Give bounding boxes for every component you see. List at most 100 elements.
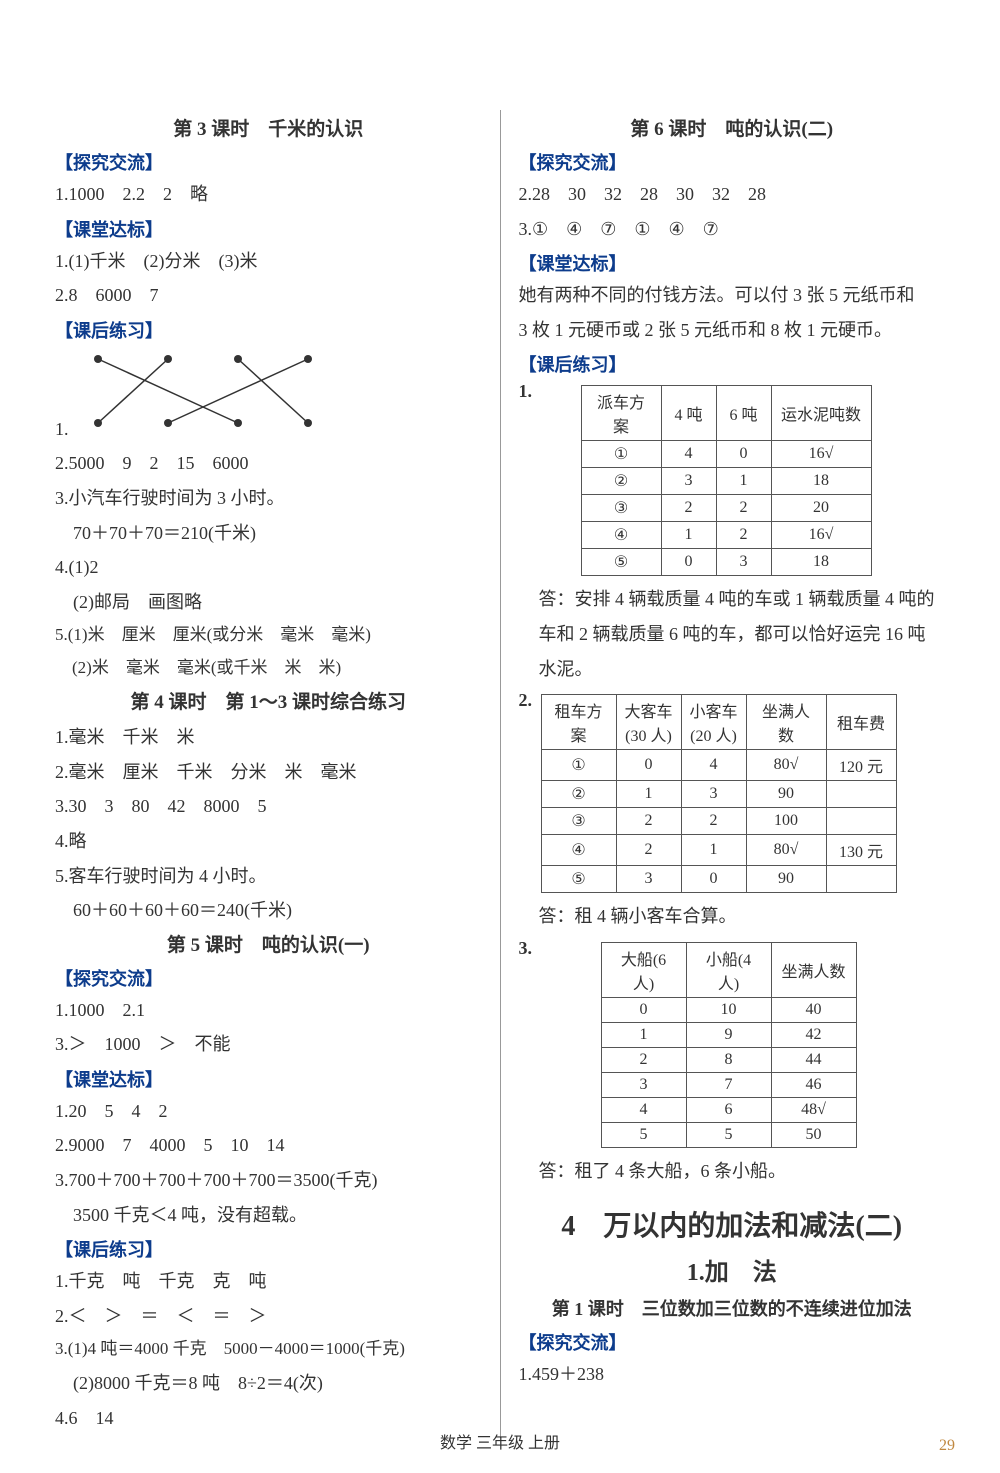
text-line: 1.(1)千米 (2)分米 (3)米 [55,246,482,277]
answer-line: 答：租了 4 条大船，6 条小船。 [519,1156,946,1187]
text-line: 2.5000 9 2 15 6000 [55,448,482,479]
dispatch-table: 派车方案4 吨6 吨运水泥吨数①4016√②3118③2220④1216√⑤03… [581,385,872,576]
table-cell: 44 [771,1047,856,1072]
table-header: 派车方案 [581,386,661,441]
table-cell: 4 [661,441,716,468]
table-header: 坐满人数 [771,942,856,997]
table-row: ⑤0318 [581,549,871,576]
text-line: (2)8000 千克＝8 吨 8÷2＝4(次) [55,1368,482,1399]
right-column: 第 6 课时 吨的认识(二) 【探究交流】 2.28 30 32 28 30 3… [501,110,956,1438]
text-line: 2.毫米 厘米 千米 分米 米 毫米 [55,757,482,788]
table-row: ③22100 [541,808,896,835]
table-cell [826,866,896,893]
lesson3-title: 第 3 课时 千米的认识 [55,114,482,141]
table-cell: 7 [686,1072,771,1097]
table-cell: 3 [716,549,771,576]
text-line: 1.1000 2.2 2 略 [55,179,482,210]
answer-line: 车和 2 辆载质量 6 吨的车，都可以恰好运完 16 吨 [519,619,946,650]
table-row: ②1390 [541,781,896,808]
table-cell: ⑤ [581,549,661,576]
table-cell: 4 [681,750,746,781]
section-head: 【探究交流】 [519,149,946,175]
table-row: ⑤3090 [541,866,896,893]
table-header: 坐满人数 [746,695,826,750]
text-line: 3.① ④ ⑦ ① ④ ⑦ [519,214,946,245]
section-head: 【探究交流】 [519,1329,946,1355]
section-head: 【课堂达标】 [55,216,482,242]
table-cell: 18 [771,468,871,495]
text-line: 4.略 [55,826,482,857]
text-line: (2)邮局 画图略 [55,587,482,618]
table-cell: 1 [601,1022,686,1047]
table-cell: 0 [661,549,716,576]
item-number: 3. [519,938,541,1152]
table-cell: 6 [686,1097,771,1122]
text-line: 3 枚 1 元硬币或 2 张 5 元纸币和 8 枚 1 元硬币。 [519,315,946,346]
matching-diagram [73,351,333,431]
table-cell: ② [541,781,616,808]
section-head: 【课堂达标】 [55,1066,482,1092]
table-cell: 1 [616,781,681,808]
ch4-lesson1: 第 1 课时 三位数加三位数的不连续进位加法 [519,1295,946,1321]
table-header: 租车费 [826,695,896,750]
table-row: ②3118 [581,468,871,495]
page-number: 29 [939,1437,955,1455]
section-head: 【探究交流】 [55,965,482,991]
text-line: 1.1000 2.1 [55,995,482,1026]
text-line: 3.30 3 80 42 8000 5 [55,791,482,822]
table-cell: 3 [616,866,681,893]
text-line: 2.28 30 32 28 30 32 28 [519,179,946,210]
table-cell: 46 [771,1072,856,1097]
table-cell: 9 [686,1022,771,1047]
table-cell: ⑤ [541,866,616,893]
table-row: 01040 [601,997,856,1022]
table-row: ③2220 [581,495,871,522]
section-head: 【探究交流】 [55,149,482,175]
table-cell: 1 [661,522,716,549]
table-cell: 50 [771,1122,856,1147]
text-line: 3.700＋700＋700＋700＋700＝3500(千克) [55,1165,482,1196]
table-row: 2844 [601,1047,856,1072]
table-cell: 40 [771,997,856,1022]
text-line: 2.9000 7 4000 5 10 14 [55,1130,482,1161]
lesson5-title: 第 5 课时 吨的认识(一) [55,930,482,957]
text-line: 1.20 5 4 2 [55,1096,482,1127]
text-line: 1.459＋238 [519,1359,946,1390]
table-cell [826,808,896,835]
table-cell: 2 [601,1047,686,1072]
table-cell: 100 [746,808,826,835]
table-header: 小船(4 人) [686,942,771,997]
table-cell: 8 [686,1047,771,1072]
table-row: ④2180√130 元 [541,835,896,866]
answer-line: 答：安排 4 辆载质量 4 吨的车或 1 辆载质量 4 吨的 [519,584,946,615]
table-row: ①4016√ [581,441,871,468]
section-head: 【课后练习】 [55,1236,482,1262]
item-number: 1. [519,381,541,580]
answer-line: 答：租 4 辆小客车合算。 [519,901,946,932]
table-cell: 20 [771,495,871,522]
table-cell: 2 [616,835,681,866]
table-cell: 2 [661,495,716,522]
table-cell: ④ [541,835,616,866]
answer-line: 水泥。 [519,654,946,685]
table-cell: 3 [661,468,716,495]
chapter4-title: 4 万以内的加法和减法(二) [519,1204,946,1244]
table-cell [826,781,896,808]
table-cell: ② [581,468,661,495]
section-head: 【课后练习】 [519,351,946,377]
text-line: 4.(1)2 [55,552,482,583]
table-cell: 3 [681,781,746,808]
table-cell: 120 元 [826,750,896,781]
text-line: 3.＞ 1000 ＞ 不能 [55,1029,482,1060]
table-cell: 80√ [746,750,826,781]
table-cell: 2 [716,522,771,549]
text-line: 1. [55,347,482,445]
table-header: 运水泥吨数 [771,386,871,441]
text-line: 2.＜ ＞ ＝ ＜ ＝ ＞ [55,1301,482,1332]
table-cell: 3 [601,1072,686,1097]
text-line: 1.毫米 千米 米 [55,722,482,753]
table-cell: 1 [681,835,746,866]
table-cell: ① [581,441,661,468]
table-cell: ③ [581,495,661,522]
table-row: 4648√ [601,1097,856,1122]
